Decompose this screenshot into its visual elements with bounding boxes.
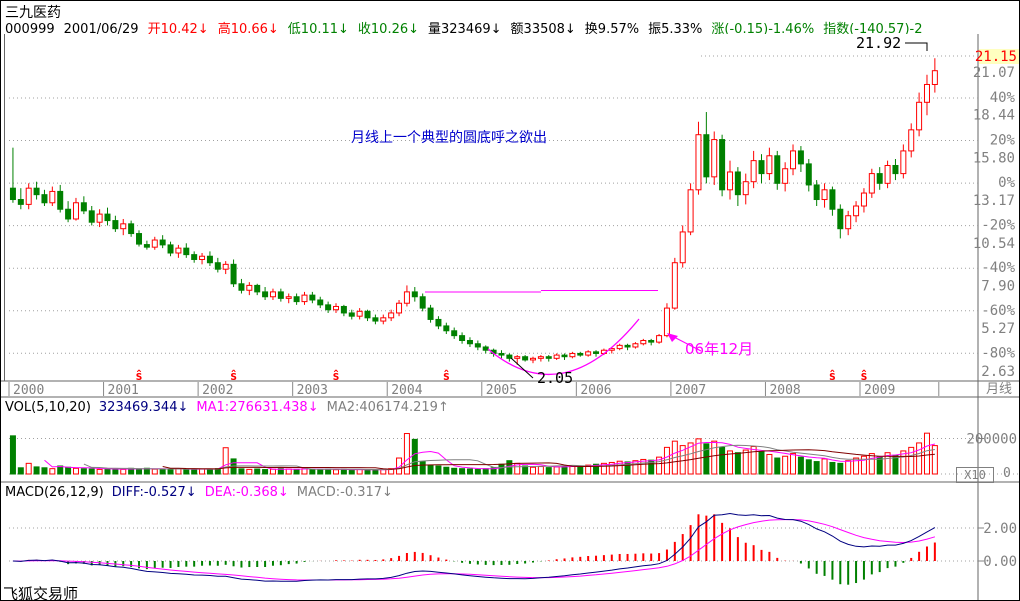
vol-indicator-name: VOL(5,10,20) [5,400,91,415]
volume-multiplier-badge: X10 [956,467,994,483]
quote-field-7: 振5.33% [648,22,703,34]
vol-ma2-line [83,444,935,471]
period-selector[interactable]: 月线 [985,382,1012,397]
quote-field-6: 换9.57% [584,22,640,34]
pct-axis-label: 0% [998,175,1015,191]
stock-code: 000999 [5,22,55,34]
price-axis-label: 21.07 [973,65,1015,81]
year-label-2007: 2007 [675,383,706,398]
stock-name: 三九医药 [5,5,61,21]
year-label-2003: 2003 [297,383,328,398]
macd-indicator-name: MACD(26,12,9) [5,485,104,500]
macd-axis-label: 0.00 [983,554,1017,570]
volume-bars [9,432,938,475]
price-axis-label: 18.44 [973,108,1015,124]
quote-date: 2001/06/29 [63,22,139,34]
quote-field-9: 指数(-140.57)-2 [823,22,923,34]
high-price-callout: 21.92 [856,34,901,52]
pct-axis-label: -40% [981,260,1015,276]
quote-field-8: 涨(-0.15)-1.46% [711,22,815,34]
vol-ma2-value: MA2:406174.219↑ [326,400,449,415]
pct-axis-label: -80% [981,345,1015,361]
dividend-marker-icon: ŝ [230,369,237,383]
dec2006-callout: 06年12月 [685,340,753,358]
macd-diff-value: DIFF:-0.527↓ [111,485,197,500]
pct-axis-label: -60% [981,303,1015,319]
quote-field-2: 低10.11↓ [287,22,349,34]
year-label-2006: 2006 [580,383,611,398]
annotations: 月线上一个典型的圆底呼之欲出 2.05 21.92 06年12月 [351,34,928,387]
macd-axis-label: 2.00 [983,521,1017,537]
current-price-tag: 21.15 [975,49,1017,65]
vol-current-value: 323469.344↓ [98,400,189,415]
quote-field-4: 量323469↓ [428,22,502,34]
time-axis: 2000 2001 2002 2003 2004 2005 2006 2007 2008 2009… [8,369,940,398]
dividend-marker-icon: ŝ [443,369,450,383]
price-axis-label: 7.90 [981,278,1015,294]
quote-field-0: 开10.42↓ [147,22,209,34]
quote-info-bar: 000999 2001/06/29 开10.42↓ 高10.66↓ 低10.11↓ 收10… [5,18,973,34]
pct-axis-label: -20% [981,218,1015,234]
dividend-marker-icon: ŝ [860,369,867,383]
dividend-marker-icon: ŝ [135,369,142,383]
pct-axis-label: 40% [990,90,1016,106]
quote-field-5: 额33508↓ [510,22,576,34]
macd-dea-value: DEA:-0.368↓ [204,485,289,500]
price-axis-label: 15.80 [973,150,1015,166]
macd-indicator-header: MACD(26,12,9) DIFF:-0.527↓ DEA:-0.368↓ MACD… [5,485,401,500]
quote-field-3: 收10.26↓ [357,22,420,34]
macd-value: MACD:-0.317↓ [296,485,393,500]
price-axis-label: 2.63 [981,364,1015,380]
price-axis-label: 10.54 [973,236,1015,252]
price-axis-label: 13.17 [973,193,1015,209]
dividend-marker-icon: ŝ [332,369,339,383]
year-label-2002: 2002 [202,383,233,398]
vol-ma3-line [162,449,935,470]
year-label-2008: 2008 [769,383,800,398]
round-bottom-note: 月线上一个典型的圆底呼之欲出 [351,130,547,146]
year-label-2004: 2004 [391,383,422,398]
volume-zero-label: 0 [1003,466,1011,481]
year-label-2005: 2005 [486,383,517,398]
dividend-marker-icon: ŝ [829,369,836,383]
price-axis: 21.07 18.44 15.80 13.17 10.54 7.90 5.27 2.63 40%… [966,49,1019,570]
volume-axis-max-label: 200000 [966,432,1017,448]
macd-diff-line [12,512,936,582]
panel-frames [1,34,1019,600]
year-label-2000: 2000 [13,383,44,398]
year-label-2001: 2001 [108,383,139,398]
low-price-callout: 2.05 [537,369,573,387]
vol-ma1-value: MA1:276631.438↓ [196,400,319,415]
volume-indicator-header: VOL(5,10,20) 323469.344↓ MA1:276631.438↓ MA… [5,400,457,415]
app-brand-watermark: 飞狐交易师 [3,585,79,601]
candlesticks [9,58,938,365]
pct-axis-label: 20% [990,133,1016,149]
price-axis-label: 5.27 [981,321,1015,337]
macd-dea-line [12,519,936,581]
macd-plot [12,512,936,585]
quote-field-1: 高10.66↓ [217,22,279,34]
year-label-2009: 2009 [864,383,895,398]
